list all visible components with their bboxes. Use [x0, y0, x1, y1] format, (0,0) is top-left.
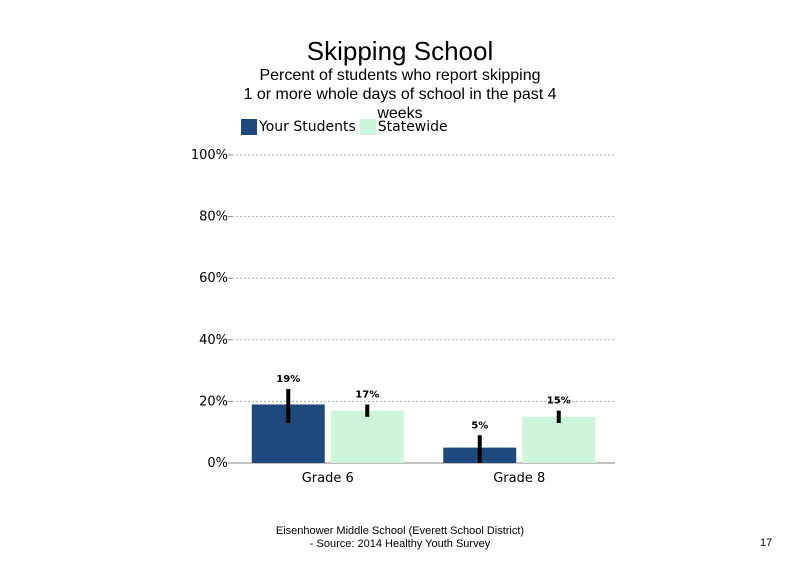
- legend-item-your-students: Your Students: [241, 119, 356, 135]
- y-tick-label: 60%: [199, 271, 228, 286]
- y-tick-label: 80%: [199, 210, 228, 225]
- chart-title: Skipping School: [306, 36, 494, 66]
- x-tick-label: Grade 8: [493, 471, 545, 486]
- data-label: 17%: [355, 389, 379, 400]
- legend-label-your-students: Your Students: [259, 119, 356, 135]
- bar: [330, 410, 404, 463]
- footer-source: Eisenhower Middle School (Everett School…: [275, 525, 525, 550]
- legend: Your Students Statewide: [241, 118, 452, 136]
- y-tick-label: 20%: [199, 394, 228, 409]
- legend-swatch-your-students: [241, 119, 257, 135]
- y-tick-label: 100%: [191, 148, 228, 163]
- data-label: 19%: [276, 374, 300, 385]
- x-tick-label: Grade 6: [302, 471, 354, 486]
- data-label: 5%: [471, 420, 488, 431]
- page-number: 17: [760, 537, 773, 549]
- chart-subtitle: Percent of students who report skipping …: [243, 67, 557, 122]
- legend-label-statewide: Statewide: [377, 119, 448, 135]
- y-tick-label: 40%: [199, 333, 228, 348]
- legend-item-statewide: Statewide: [359, 119, 448, 135]
- legend-swatch-statewide: [359, 119, 376, 135]
- y-tick-label: 0%: [207, 456, 228, 471]
- data-label: 15%: [547, 396, 571, 407]
- bar: [522, 416, 596, 463]
